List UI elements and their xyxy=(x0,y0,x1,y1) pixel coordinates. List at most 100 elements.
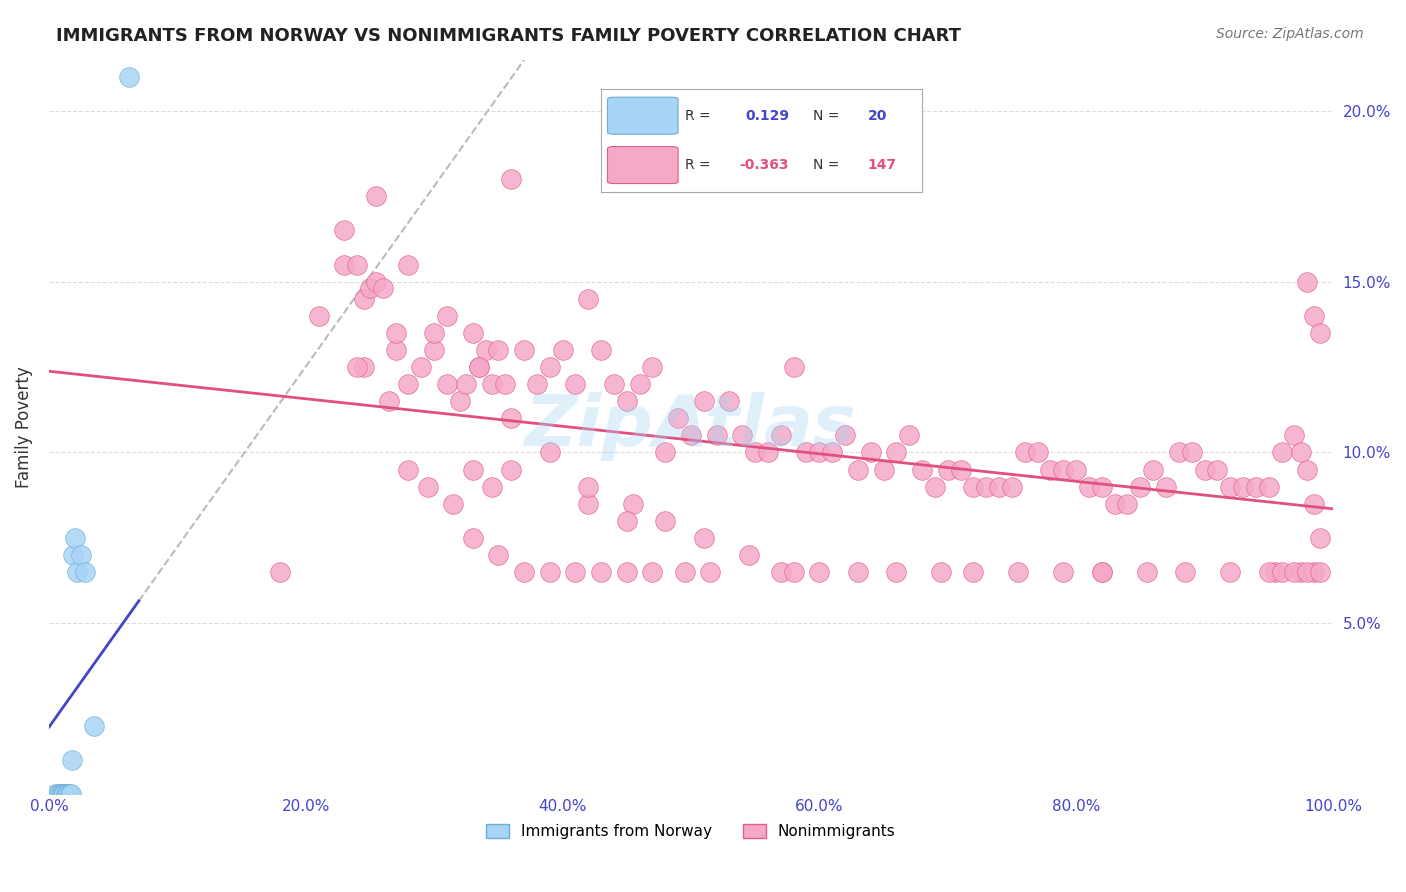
Nonimmigrants xyxy=(526,377,548,392)
Nonimmigrants xyxy=(621,497,644,511)
Nonimmigrants xyxy=(1091,565,1114,579)
Nonimmigrants xyxy=(346,359,368,374)
Nonimmigrants xyxy=(501,172,523,186)
Nonimmigrants xyxy=(423,343,446,357)
Legend: Immigrants from Norway, Nonimmigrants: Immigrants from Norway, Nonimmigrants xyxy=(479,818,901,845)
Y-axis label: Family Poverty: Family Poverty xyxy=(15,366,32,488)
Nonimmigrants xyxy=(1257,479,1279,493)
Nonimmigrants xyxy=(1244,479,1267,493)
Nonimmigrants xyxy=(501,462,523,476)
Nonimmigrants xyxy=(1116,497,1139,511)
Immigrants from Norway xyxy=(55,787,77,801)
Nonimmigrants xyxy=(1219,479,1241,493)
Nonimmigrants xyxy=(936,462,959,476)
Immigrants from Norway xyxy=(59,787,82,801)
Nonimmigrants xyxy=(398,377,420,392)
Nonimmigrants xyxy=(1129,479,1152,493)
Nonimmigrants xyxy=(371,281,394,295)
Nonimmigrants xyxy=(962,479,984,493)
Immigrants from Norway xyxy=(49,787,72,801)
Nonimmigrants xyxy=(756,445,779,459)
Nonimmigrants xyxy=(988,479,1011,493)
Nonimmigrants xyxy=(576,479,599,493)
Nonimmigrants xyxy=(1091,479,1114,493)
Text: Source: ZipAtlas.com: Source: ZipAtlas.com xyxy=(1216,27,1364,41)
Nonimmigrants xyxy=(1007,565,1029,579)
Nonimmigrants xyxy=(384,326,406,340)
Nonimmigrants xyxy=(461,326,484,340)
Nonimmigrants xyxy=(1039,462,1062,476)
Nonimmigrants xyxy=(1296,462,1319,476)
Nonimmigrants xyxy=(269,565,291,579)
Text: IMMIGRANTS FROM NORWAY VS NONIMMIGRANTS FAMILY POVERTY CORRELATION CHART: IMMIGRANTS FROM NORWAY VS NONIMMIGRANTS … xyxy=(56,27,962,45)
Nonimmigrants xyxy=(808,445,831,459)
Nonimmigrants xyxy=(378,394,401,409)
Nonimmigrants xyxy=(673,565,696,579)
Nonimmigrants xyxy=(641,359,664,374)
Nonimmigrants xyxy=(641,565,664,579)
Nonimmigrants xyxy=(1142,462,1164,476)
Nonimmigrants xyxy=(962,565,984,579)
Nonimmigrants xyxy=(481,377,503,392)
Nonimmigrants xyxy=(366,189,388,203)
Nonimmigrants xyxy=(1302,565,1324,579)
Nonimmigrants xyxy=(333,258,356,272)
Immigrants from Norway xyxy=(66,565,89,579)
Immigrants from Norway xyxy=(63,531,86,545)
Nonimmigrants xyxy=(474,343,496,357)
Nonimmigrants xyxy=(398,462,420,476)
Nonimmigrants xyxy=(308,309,330,323)
Nonimmigrants xyxy=(346,258,368,272)
Nonimmigrants xyxy=(468,359,491,374)
Nonimmigrants xyxy=(1309,531,1331,545)
Nonimmigrants xyxy=(1052,462,1074,476)
Nonimmigrants xyxy=(834,428,856,442)
Nonimmigrants xyxy=(1284,565,1306,579)
Nonimmigrants xyxy=(1181,445,1204,459)
Nonimmigrants xyxy=(1206,462,1229,476)
Nonimmigrants xyxy=(576,497,599,511)
Nonimmigrants xyxy=(564,565,586,579)
Nonimmigrants xyxy=(898,428,921,442)
Nonimmigrants xyxy=(481,479,503,493)
Nonimmigrants xyxy=(846,462,869,476)
Nonimmigrants xyxy=(1001,479,1024,493)
Nonimmigrants xyxy=(576,292,599,306)
Immigrants from Norway xyxy=(58,787,80,801)
Nonimmigrants xyxy=(744,445,766,459)
Immigrants from Norway xyxy=(83,719,105,733)
Nonimmigrants xyxy=(929,565,952,579)
Nonimmigrants xyxy=(513,565,536,579)
Nonimmigrants xyxy=(1302,497,1324,511)
Immigrants from Norway xyxy=(53,787,76,801)
Nonimmigrants xyxy=(738,548,761,562)
Nonimmigrants xyxy=(1091,565,1114,579)
Nonimmigrants xyxy=(693,531,716,545)
Nonimmigrants xyxy=(398,258,420,272)
Nonimmigrants xyxy=(693,394,716,409)
Nonimmigrants xyxy=(886,445,908,459)
Nonimmigrants xyxy=(1257,565,1279,579)
Nonimmigrants xyxy=(494,377,516,392)
Nonimmigrants xyxy=(1167,445,1189,459)
Nonimmigrants xyxy=(1232,479,1254,493)
Nonimmigrants xyxy=(538,565,561,579)
Nonimmigrants xyxy=(538,359,561,374)
Nonimmigrants xyxy=(654,445,676,459)
Nonimmigrants xyxy=(513,343,536,357)
Nonimmigrants xyxy=(1302,309,1324,323)
Nonimmigrants xyxy=(821,445,844,459)
Nonimmigrants xyxy=(603,377,626,392)
Nonimmigrants xyxy=(366,275,388,289)
Immigrants from Norway xyxy=(117,70,139,84)
Nonimmigrants xyxy=(924,479,946,493)
Nonimmigrants xyxy=(384,343,406,357)
Nonimmigrants xyxy=(486,548,509,562)
Nonimmigrants xyxy=(461,462,484,476)
Nonimmigrants xyxy=(679,428,702,442)
Nonimmigrants xyxy=(359,281,381,295)
Nonimmigrants xyxy=(1270,445,1292,459)
Immigrants from Norway xyxy=(48,787,70,801)
Nonimmigrants xyxy=(353,359,375,374)
Nonimmigrants xyxy=(769,565,792,579)
